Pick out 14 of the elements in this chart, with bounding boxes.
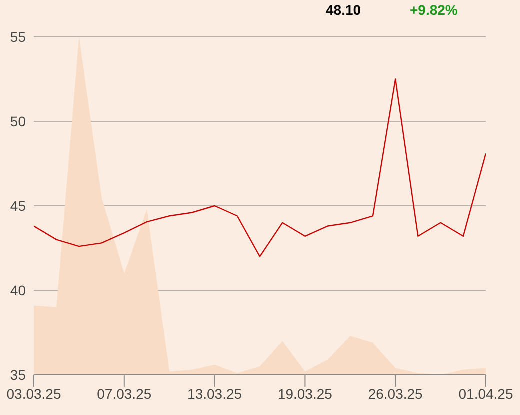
y-tick-label: 40 — [10, 282, 26, 298]
text: 48.10 — [326, 2, 362, 18]
y-tick-label: 45 — [10, 198, 26, 214]
y-tick-label: 55 — [10, 28, 26, 45]
y-tick-label: 50 — [10, 113, 26, 130]
x-tick-label: 01.04.25 — [458, 386, 514, 402]
text: +9.82% — [410, 2, 458, 18]
line-series — [34, 78, 486, 258]
y-tick-label: 35 — [10, 366, 26, 383]
x-tick-label: 26.03.25 — [368, 386, 424, 402]
x-tick-label: 07.03.25 — [97, 386, 152, 402]
x-tick-label: 03.03.25 — [6, 386, 62, 402]
x-tick-label: 19.03.25 — [278, 386, 333, 402]
x-tick-label: 13.03.25 — [188, 386, 242, 402]
